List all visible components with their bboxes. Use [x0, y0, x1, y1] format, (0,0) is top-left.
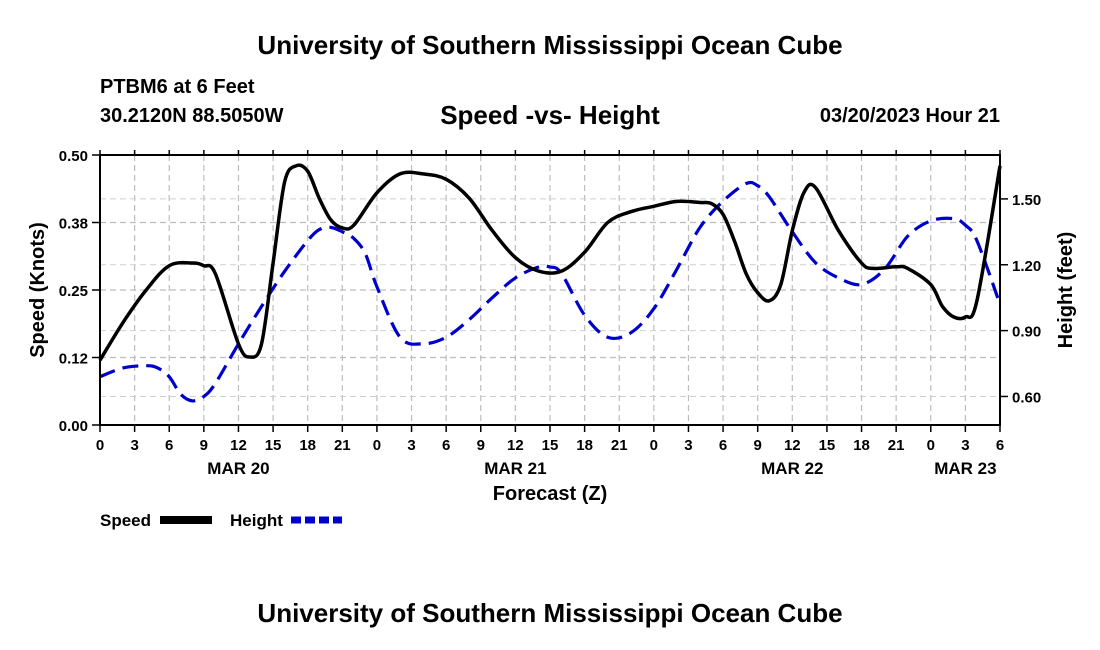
x-tick-label: 0 [927, 437, 935, 454]
x-tick-label: 0 [650, 437, 658, 454]
x-date-label: MAR 23 [934, 459, 996, 478]
forecast-datetime: 03/20/2023 Hour 21 [819, 105, 1000, 127]
y2-tick-label: 1.20 [1012, 258, 1041, 275]
x-tick-label: 6 [442, 437, 450, 454]
x-tick-label: 12 [507, 437, 524, 454]
x-tick-label: 15 [819, 437, 836, 454]
axes-layer: 0 3 6 9 12 15 18 21 0 3 6 9 12 15 18 21 0 3 6 9 12 15 18 21 0 3 6M… [59, 148, 1041, 478]
x-tick-label: 6 [996, 437, 1004, 454]
y-tick-label: 0.50 [59, 148, 88, 165]
legend-height-label: Height [230, 511, 283, 530]
x-tick-label: 9 [754, 437, 762, 454]
x-tick-label: 18 [299, 437, 316, 454]
x-tick-label: 9 [477, 437, 485, 454]
legend: Speed Height [100, 511, 342, 530]
coordinates-label: 30.2120N 88.5050W [100, 105, 284, 127]
x-tick-label: 3 [130, 437, 138, 454]
x-tick-label: 12 [230, 437, 247, 454]
y2-tick-label: 0.60 [1012, 389, 1041, 406]
x-date-label: MAR 20 [207, 459, 269, 478]
legend-speed-label: Speed [100, 511, 151, 530]
x-tick-label: 3 [407, 437, 415, 454]
station-label: PTBM6 at 6 Feet [100, 76, 255, 98]
x-tick-label: 15 [542, 437, 559, 454]
x-tick-label: 18 [576, 437, 593, 454]
chart-grid [100, 155, 1000, 425]
footer-title: University of Southern Mississippi Ocean… [257, 598, 843, 628]
chart-subtitle: Speed -vs- Height [440, 100, 660, 130]
x-tick-label: 21 [611, 437, 628, 454]
x-tick-label: 0 [373, 437, 381, 454]
x-tick-label: 21 [334, 437, 351, 454]
x-tick-label: 0 [96, 437, 104, 454]
x-tick-label: 3 [684, 437, 692, 454]
x-tick-label: 9 [200, 437, 208, 454]
x-tick-label: 3 [961, 437, 969, 454]
x-date-label: MAR 21 [484, 459, 546, 478]
y-axis-label: Speed (Knots) [27, 222, 49, 358]
y-tick-label: 0.00 [59, 418, 88, 435]
chart-title: University of Southern Mississippi Ocean… [257, 30, 843, 60]
y-tick-label: 0.25 [59, 283, 88, 300]
y2-tick-label: 0.90 [1012, 324, 1041, 341]
x-tick-label: 21 [888, 437, 905, 454]
y-tick-label: 0.12 [59, 351, 88, 368]
height-series-line [99, 180, 1002, 403]
y2-axis-label: Height (feet) [1055, 232, 1077, 349]
x-tick-label: 18 [853, 437, 870, 454]
x-date-label: MAR 22 [761, 459, 823, 478]
x-tick-label: 15 [265, 437, 282, 454]
series-layer [98, 163, 1002, 403]
x-tick-label: 6 [165, 437, 173, 454]
x-tick-label: 12 [784, 437, 801, 454]
y2-tick-label: 1.50 [1012, 192, 1041, 209]
speed-series-line [98, 163, 1002, 362]
x-axis-label: Forecast (Z) [493, 483, 607, 505]
y-tick-label: 0.38 [59, 216, 88, 233]
x-tick-label: 6 [719, 437, 727, 454]
